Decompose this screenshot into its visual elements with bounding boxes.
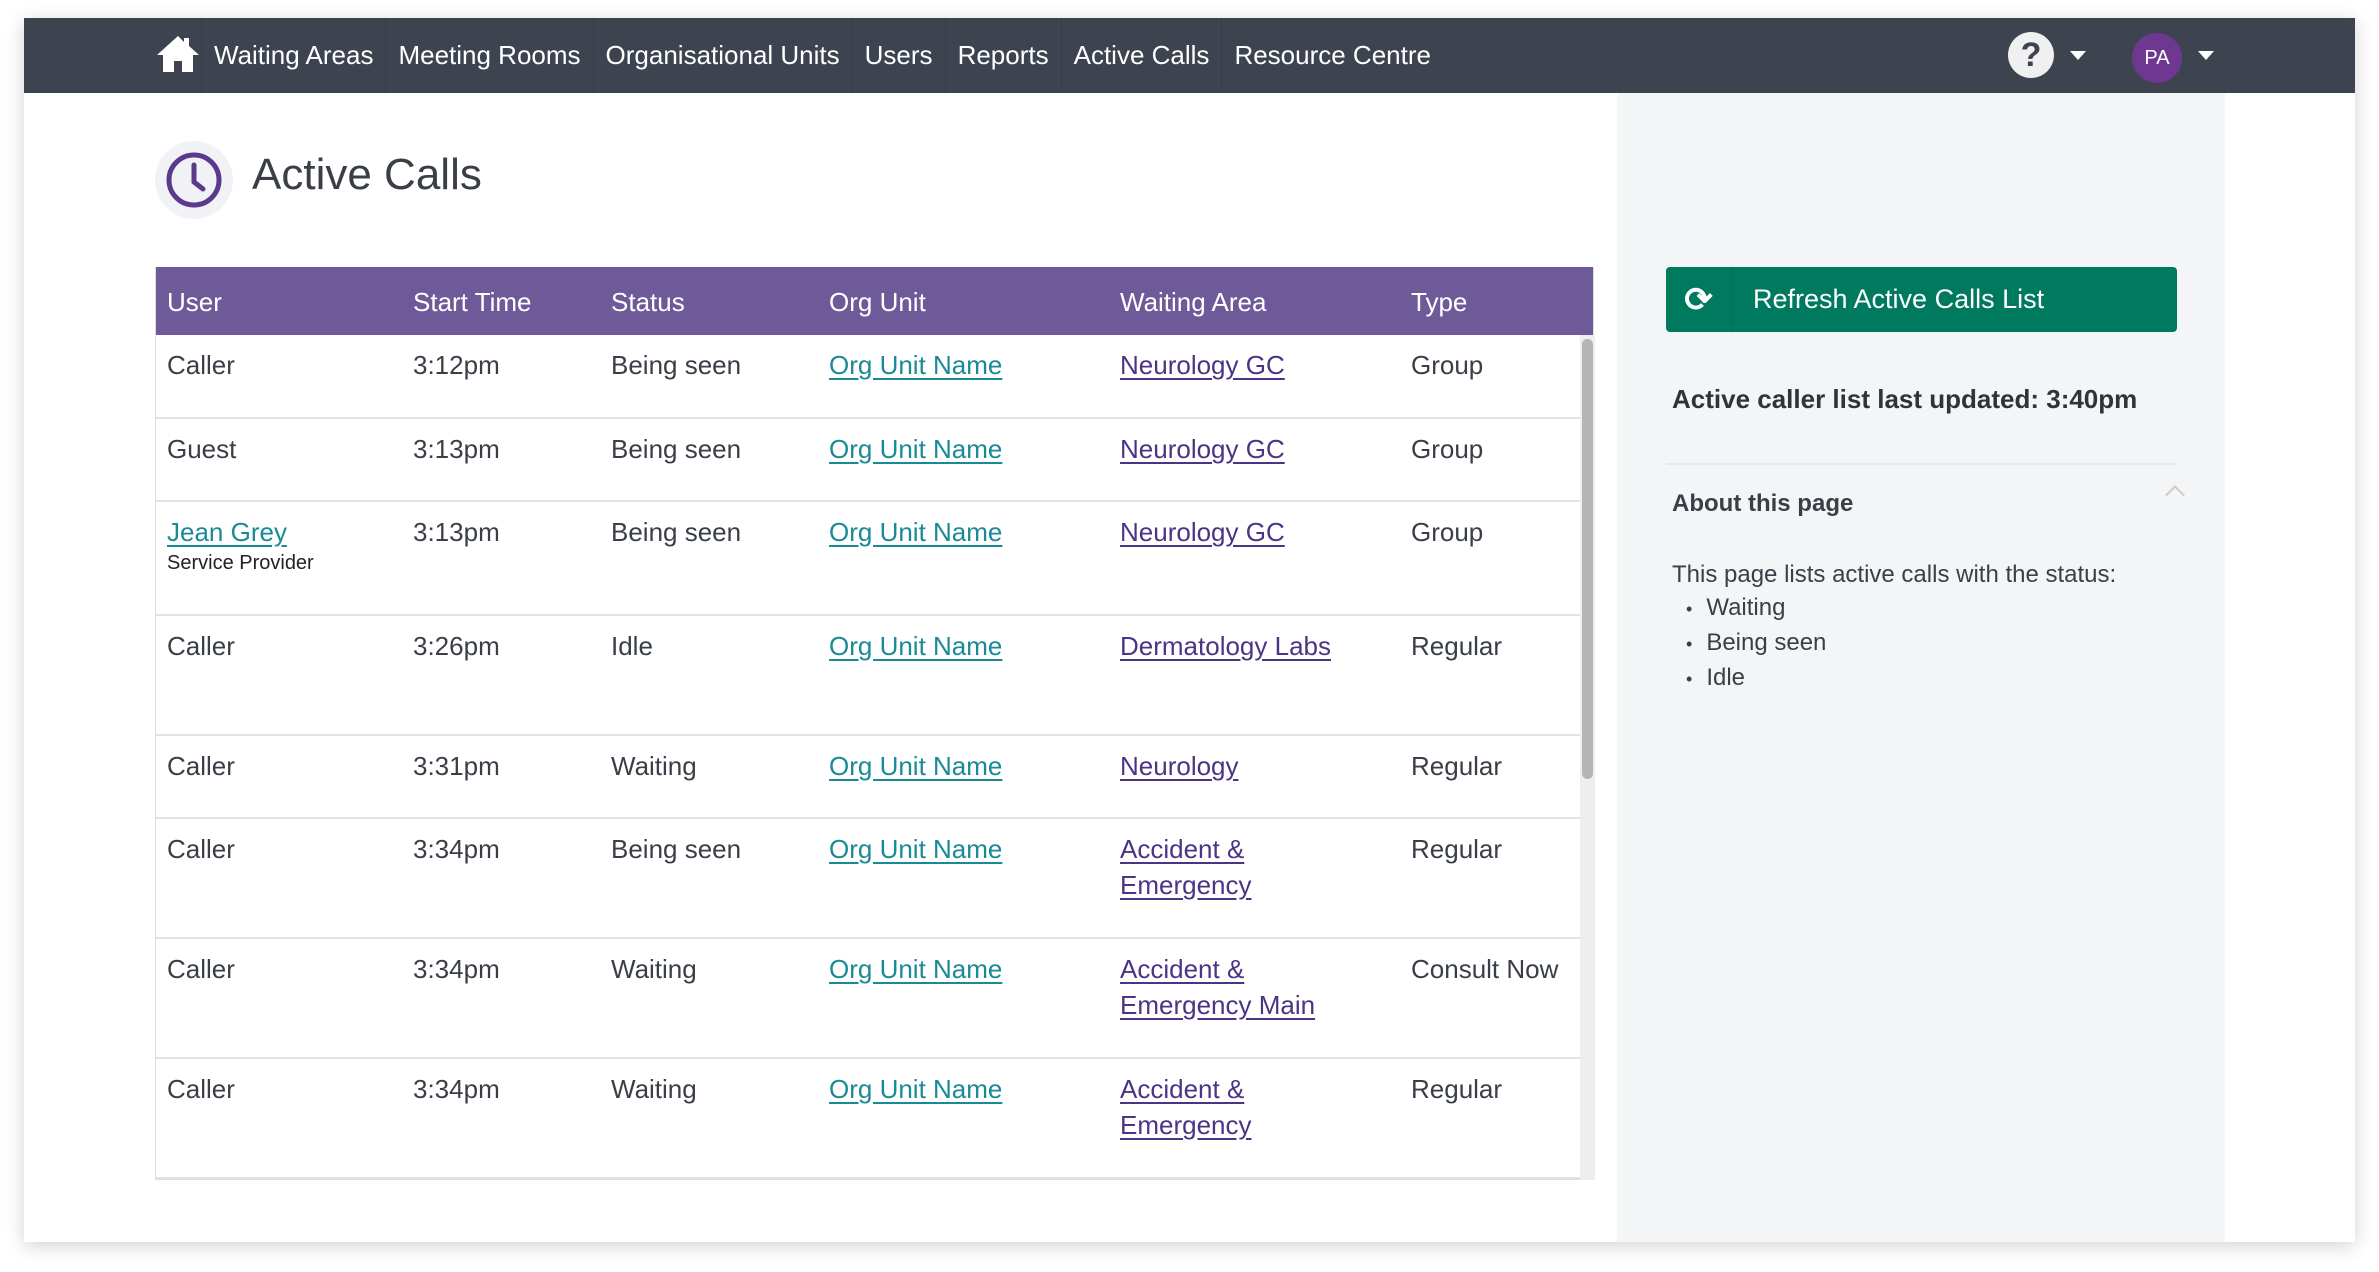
start-time-cell: 3:31pm: [413, 751, 500, 781]
user-cell: Caller: [167, 751, 235, 781]
nav-item-resource-centre[interactable]: Resource Centre: [1221, 18, 1443, 93]
type-cell: Regular: [1411, 1074, 1503, 1104]
table-row: Guest 3:13pm Being seen Org Unit Name Neurol…: [156, 419, 1580, 502]
org-unit-link[interactable]: Org Unit Name: [829, 434, 1003, 464]
status-cell: Being seen: [611, 834, 742, 864]
status-cell: Waiting: [611, 1074, 697, 1104]
nav-menu: Waiting Areas Meeting Rooms Organisational…: [201, 18, 1443, 93]
user-role: Service Provider: [167, 552, 314, 574]
column-header[interactable]: Start Time: [413, 287, 532, 317]
column-header[interactable]: Waiting Area: [1120, 287, 1267, 317]
status-list-item: Waiting: [1686, 591, 2116, 626]
type-cell: Regular: [1411, 751, 1503, 781]
waiting-area-link[interactable]: Dermatology Labs: [1120, 631, 1331, 661]
column-header[interactable]: User: [167, 287, 222, 317]
nav-item-organisational-units[interactable]: Organisational Units: [592, 18, 852, 93]
waiting-area-link[interactable]: Accident & Emergency: [1120, 834, 1252, 900]
status-list-item: Being seen: [1686, 626, 2116, 661]
table-row: Caller 3:12pm Being seen Org Unit Name Neuro…: [156, 335, 1580, 419]
nav-item-meeting-rooms[interactable]: Meeting Rooms: [385, 18, 592, 93]
waiting-area-link[interactable]: Neurology GC: [1120, 517, 1285, 547]
status-cell: Waiting: [611, 954, 697, 984]
column-header[interactable]: Org Unit: [829, 287, 926, 317]
table-row: Caller 3:34pm Waiting Org Unit Name Accident…: [156, 1059, 1580, 1179]
status-cell: Being seen: [611, 517, 742, 547]
status-cell: Idle: [611, 631, 653, 661]
waiting-area-link[interactable]: Neurology GC: [1120, 434, 1285, 464]
refresh-button-label: Refresh Active Calls List: [1753, 284, 2045, 314]
clock-icon: [155, 141, 233, 219]
table-row: Caller 3:34pm Being seen Org Unit Name Accid…: [156, 819, 1580, 939]
nav-item-waiting-areas[interactable]: Waiting Areas: [201, 18, 385, 93]
about-section-body: This page lists active calls with the st…: [1672, 558, 2116, 696]
start-time-cell: 3:13pm: [413, 434, 500, 464]
org-unit-link[interactable]: Org Unit Name: [829, 517, 1003, 547]
start-time-cell: 3:34pm: [413, 1074, 500, 1104]
nav-item-users[interactable]: Users: [851, 18, 945, 93]
active-calls-table: User Start Time Status Org Unit Waiting Area…: [155, 267, 1595, 1180]
table-row: Jean Grey Service Provider 3:13pm Being see…: [156, 502, 1580, 616]
user-cell: Caller: [167, 1074, 235, 1104]
waiting-area-link[interactable]: Accident & Emergency: [1120, 1074, 1252, 1140]
app-window: Waiting Areas Meeting Rooms Organisational…: [24, 18, 2355, 1242]
waiting-area-link[interactable]: Neurology GC: [1120, 350, 1285, 380]
user-cell: Caller: [167, 954, 235, 984]
user-cell: Caller: [167, 631, 235, 661]
start-time-cell: 3:12pm: [413, 350, 500, 380]
table-row: Caller 3:31pm Waiting Org Unit Name Neurolog…: [156, 736, 1580, 819]
help-icon[interactable]: ?: [2008, 32, 2054, 78]
home-icon[interactable]: [155, 34, 201, 74]
scrollbar-thumb[interactable]: [1582, 339, 1593, 779]
nav-item-reports[interactable]: Reports: [944, 18, 1061, 93]
status-list-item: Idle: [1686, 661, 2116, 696]
status-cell: Being seen: [611, 350, 742, 380]
table-row: Caller 3:26pm Idle Org Unit Name Dermatology…: [156, 616, 1580, 736]
type-cell: Regular: [1411, 631, 1503, 661]
status-cell: Waiting: [611, 751, 697, 781]
type-cell: Regular: [1411, 834, 1503, 864]
table-scrollbar[interactable]: [1580, 335, 1595, 1180]
status-cell: Being seen: [611, 434, 742, 464]
about-text: This page lists active calls with the st…: [1672, 561, 2117, 588]
column-header[interactable]: Type: [1411, 287, 1468, 317]
refresh-icon: ⟳: [1666, 267, 1732, 332]
org-unit-link[interactable]: Org Unit Name: [829, 350, 1003, 380]
column-header[interactable]: Status: [611, 287, 685, 317]
start-time-cell: 3:34pm: [413, 954, 500, 984]
org-unit-link[interactable]: Org Unit Name: [829, 1074, 1003, 1104]
type-cell: Group: [1411, 517, 1484, 547]
type-cell: Group: [1411, 434, 1484, 464]
user-cell: Guest: [167, 434, 237, 464]
nav-item-active-calls[interactable]: Active Calls: [1060, 18, 1222, 93]
top-nav: Waiting Areas Meeting Rooms Organisational…: [24, 18, 2355, 93]
waiting-area-link[interactable]: Accident & Emergency Main: [1120, 954, 1316, 1020]
user-avatar[interactable]: PA: [2132, 33, 2182, 83]
help-dropdown-caret-icon[interactable]: [2070, 51, 2086, 60]
refresh-active-calls-button[interactable]: ⟳ Refresh Active Calls List: [1666, 267, 2177, 332]
last-updated-text: Active caller list last updated: 3:40pm: [1672, 384, 2138, 414]
type-cell: Group: [1411, 350, 1484, 380]
start-time-cell: 3:26pm: [413, 631, 500, 661]
user-link[interactable]: Jean Grey: [167, 517, 287, 547]
page-title: Active Calls: [252, 150, 482, 199]
org-unit-link[interactable]: Org Unit Name: [829, 751, 1003, 781]
user-dropdown-caret-icon[interactable]: [2198, 51, 2214, 60]
start-time-cell: 3:13pm: [413, 517, 500, 547]
about-section-title[interactable]: About this page: [1672, 490, 1854, 517]
divider: [1666, 463, 2177, 465]
table-row: Caller 3:34pm Waiting Org Unit Name Accident…: [156, 939, 1580, 1059]
table-header: User Start Time Status Org Unit Waiting Area…: [156, 267, 1593, 335]
type-cell: Consult Now: [1411, 954, 1559, 984]
user-cell: Caller: [167, 350, 235, 380]
org-unit-link[interactable]: Org Unit Name: [829, 631, 1003, 661]
user-cell: Caller: [167, 834, 235, 864]
start-time-cell: 3:34pm: [413, 834, 500, 864]
org-unit-link[interactable]: Org Unit Name: [829, 834, 1003, 864]
org-unit-link[interactable]: Org Unit Name: [829, 954, 1003, 984]
waiting-area-link[interactable]: Neurology: [1120, 751, 1239, 781]
